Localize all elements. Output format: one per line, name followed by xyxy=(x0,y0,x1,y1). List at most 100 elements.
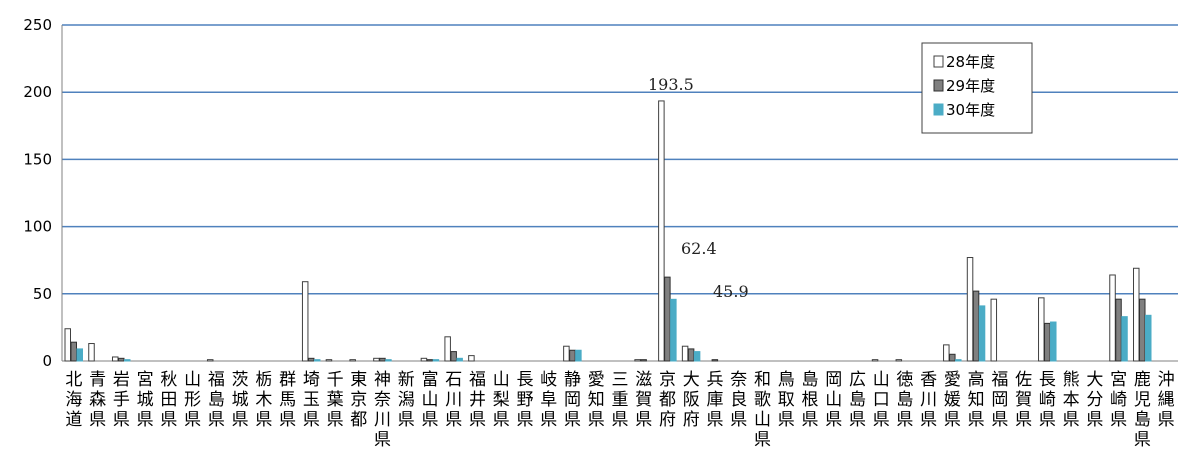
category-label-福井県: 井 xyxy=(469,390,486,410)
bar-28年度-青森県 xyxy=(88,343,95,362)
y-tick-label: 50 xyxy=(33,285,52,303)
category-label-茨城県: 城 xyxy=(232,390,249,410)
category-label-神奈川県: 奈 xyxy=(374,390,391,410)
category-label-岩手県: 手 xyxy=(113,390,130,410)
category-label-岡山県: 県 xyxy=(825,410,842,430)
legend-box xyxy=(921,42,1033,134)
category-label-福島県: 島 xyxy=(208,390,225,410)
category-label-青森県: 森 xyxy=(89,390,106,410)
category-label-愛媛県: 媛 xyxy=(944,390,961,410)
category-label-徳島県: 島 xyxy=(896,390,913,410)
category-label-佐賀県: 県 xyxy=(1015,410,1032,430)
category-label-鹿児島県: 島 xyxy=(1134,410,1151,430)
category-label-静岡県: 県 xyxy=(564,410,581,430)
legend-swatch-30年度 xyxy=(933,103,944,116)
bar-30年度-北海道 xyxy=(76,348,83,362)
category-label-沖縄県: 沖 xyxy=(1158,370,1175,390)
bar-30年度-大阪府 xyxy=(693,351,701,362)
legend-swatch-28年度 xyxy=(933,55,944,68)
category-label-京都府: 府 xyxy=(659,410,676,430)
category-label-大分県: 大 xyxy=(1086,370,1103,390)
category-label-三重県: 三 xyxy=(612,370,629,390)
category-label-滋賀県: 滋 xyxy=(635,370,652,390)
category-label-長崎県: 崎 xyxy=(1039,390,1056,410)
category-label-山口県: 県 xyxy=(873,410,890,430)
category-label-千葉県: 県 xyxy=(327,410,344,430)
category-label-北海道: 海 xyxy=(65,390,82,410)
category-label-徳島県: 県 xyxy=(896,410,913,430)
bar-28年度-石川県 xyxy=(444,336,451,362)
category-label-富山県: 山 xyxy=(422,390,439,410)
category-label-埼玉県: 埼 xyxy=(303,370,320,390)
category-label-島根県: 県 xyxy=(801,410,818,430)
bar-30年度-石川県 xyxy=(456,357,463,362)
category-label-秋田県: 田 xyxy=(160,390,177,410)
category-label-長野県: 野 xyxy=(517,390,534,410)
bar-28年度-滋賀県 xyxy=(634,359,641,362)
bar-28年度-福井県 xyxy=(468,355,475,362)
category-label-群馬県: 県 xyxy=(279,410,296,430)
category-label-香川県: 香 xyxy=(920,370,937,390)
bar-30年度-長崎県 xyxy=(1050,321,1057,362)
category-label-沖縄県: 縄 xyxy=(1158,390,1175,410)
bar-30年度-神奈川県 xyxy=(385,359,392,362)
category-label-愛知県: 知 xyxy=(588,390,605,410)
category-label-石川県: 県 xyxy=(445,410,462,430)
category-label-岡山県: 山 xyxy=(825,390,842,410)
category-label-香川県: 県 xyxy=(920,410,937,430)
bar-28年度-高知県 xyxy=(966,257,974,362)
legend-label-30年度: 30年度 xyxy=(946,101,995,119)
category-label-青森県: 青 xyxy=(89,370,106,390)
bar-29年度-埼玉県 xyxy=(307,357,315,362)
bar-28年度-京都府 xyxy=(658,100,665,362)
category-label-千葉県: 千 xyxy=(327,370,344,390)
category-label-東京都: 京 xyxy=(350,390,367,410)
bar-29年度-北海道 xyxy=(70,341,77,362)
category-label-宮崎県: 宮 xyxy=(1110,370,1127,390)
category-label-茨城県: 県 xyxy=(232,410,249,430)
category-label-愛媛県: 県 xyxy=(944,410,961,430)
category-label-栃木県: 県 xyxy=(255,410,272,430)
bar-28年度-埼玉県 xyxy=(301,281,309,362)
y-tick-label: 250 xyxy=(23,16,52,34)
bar-28年度-徳島県 xyxy=(895,359,903,362)
category-label-神奈川県: 神 xyxy=(374,370,391,390)
category-label-熊本県: 熊 xyxy=(1063,370,1080,390)
legend-label-28年度: 28年度 xyxy=(946,53,995,71)
bar-29年度-大阪府 xyxy=(687,348,695,362)
bar-29年度-京都府 xyxy=(664,276,671,362)
category-label-埼玉県: 県 xyxy=(303,410,320,430)
category-label-秋田県: 県 xyxy=(160,410,177,430)
category-label-宮城県: 城 xyxy=(137,390,154,410)
y-tick-label: 150 xyxy=(23,150,52,168)
category-label-福岡県: 福 xyxy=(991,370,1008,390)
category-label-鳥取県: 県 xyxy=(778,410,795,430)
bar-29年度-富山県 xyxy=(426,359,434,362)
bar-30年度-岩手県 xyxy=(123,359,131,362)
category-label-静岡県: 静 xyxy=(564,370,581,390)
category-label-広島県: 島 xyxy=(849,390,866,410)
y-tick-label: 0 xyxy=(42,352,52,370)
category-label-神奈川県: 川 xyxy=(374,410,391,430)
category-label-大阪府: 大 xyxy=(683,370,700,390)
category-label-岐阜県: 阜 xyxy=(540,390,557,410)
category-label-栃木県: 栃 xyxy=(255,370,272,390)
category-label-東京都: 東 xyxy=(350,370,367,390)
legend-swatch-29年度 xyxy=(933,79,944,92)
category-label-新潟県: 潟 xyxy=(398,390,415,410)
bar-30年度-静岡県 xyxy=(575,349,582,362)
category-label-東京都: 都 xyxy=(350,410,367,430)
category-label-大分県: 分 xyxy=(1086,390,1103,410)
category-label-北海道: 道 xyxy=(65,410,82,430)
bar-28年度-静岡県 xyxy=(563,345,570,362)
legend-label-29年度: 29年度 xyxy=(946,77,995,95)
category-label-福岡県: 岡 xyxy=(991,390,1008,410)
bar-30年度-京都府 xyxy=(670,298,677,362)
category-label-愛媛県: 愛 xyxy=(944,370,961,390)
category-label-宮城県: 宮 xyxy=(137,370,154,390)
category-label-高知県: 高 xyxy=(968,370,985,390)
bar-30年度-埼玉県 xyxy=(313,359,321,362)
category-label-高知県: 知 xyxy=(968,390,985,410)
category-label-和歌山県: 山 xyxy=(754,410,771,430)
